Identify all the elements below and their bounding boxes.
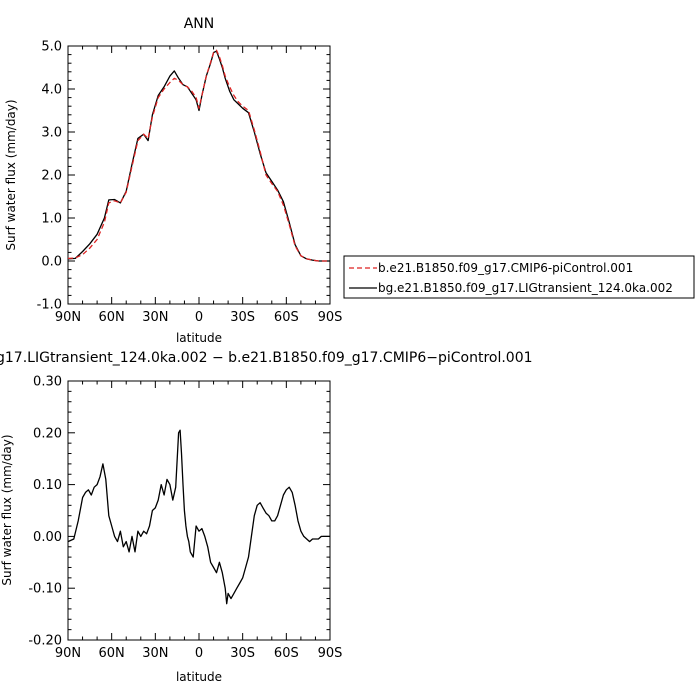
bottom-xtick-label: 0 bbox=[195, 646, 203, 661]
bottom-ytick-label: -0.20 bbox=[28, 634, 62, 649]
top-panel-title: ANN bbox=[184, 16, 215, 32]
legend: b.e21.B1850.f09_g17.CMIP6-piControl.001 … bbox=[343, 255, 695, 299]
top-panel: ANN -1.0 0.0 1.0 2.0 3.0 4.0 5.0 90N 60N 30N 0 30S… bbox=[4, 16, 342, 345]
top-series-line-1 bbox=[67, 49, 330, 262]
top-xtick-label: 90S bbox=[318, 310, 343, 325]
top-plot-frame bbox=[67, 45, 331, 305]
top-series-line-2 bbox=[67, 50, 330, 262]
bottom-panel-ylabel: Surf water flux (mm/day) bbox=[0, 434, 14, 585]
top-panel-xlabel: latitude bbox=[176, 331, 222, 345]
top-xtick-label: 30S bbox=[230, 310, 255, 325]
bottom-panel-title: bg.e21.B1850.f09_g17.LIGtransient_124.0k… bbox=[0, 350, 533, 366]
top-xtick-label: 60N bbox=[99, 310, 125, 325]
bottom-ytick-label: 0.10 bbox=[33, 478, 62, 493]
top-xtick-label: 0 bbox=[195, 310, 203, 325]
bottom-series-line-1 bbox=[67, 429, 330, 605]
top-ytick-label: 0.0 bbox=[41, 255, 62, 270]
bottom-xtick-label: 90N bbox=[55, 646, 81, 661]
legend-label-control: b.e21.B1850.f09_g17.CMIP6-piControl.001 bbox=[378, 261, 633, 275]
bottom-xtick-label: 30S bbox=[230, 646, 255, 661]
bottom-ytick-label: -0.10 bbox=[28, 582, 62, 597]
top-xtick-label: 30N bbox=[142, 310, 168, 325]
bottom-ytick-label: 0.30 bbox=[33, 375, 62, 390]
legend-label-ligtransient: bg.e21.B1850.f09_g17.LIGtransient_124.0k… bbox=[378, 281, 673, 295]
top-xtick-label: 90N bbox=[55, 310, 81, 325]
top-ytick-label: -1.0 bbox=[37, 298, 62, 313]
bottom-xtick-label: 90S bbox=[318, 646, 343, 661]
bottom-panel: bg.e21.B1850.f09_g17.LIGtransient_124.0k… bbox=[0, 350, 533, 684]
legend-box bbox=[343, 255, 695, 299]
top-ytick-label: 3.0 bbox=[41, 126, 62, 141]
bottom-plot-frame bbox=[67, 380, 331, 641]
top-ytick-label: 4.0 bbox=[41, 83, 62, 98]
bottom-xtick-label: 30N bbox=[142, 646, 168, 661]
bottom-ytick-label: 0.00 bbox=[33, 530, 62, 545]
top-ytick-label: 5.0 bbox=[41, 40, 62, 55]
top-ytick-label: 2.0 bbox=[41, 169, 62, 184]
top-xtick-label: 60S bbox=[274, 310, 299, 325]
bottom-ytick-label: 0.20 bbox=[33, 426, 62, 441]
bottom-xtick-label: 60S bbox=[274, 646, 299, 661]
top-ytick-label: 1.0 bbox=[41, 212, 62, 227]
bottom-xtick-label: 60N bbox=[99, 646, 125, 661]
top-panel-ylabel: Surf water flux (mm/day) bbox=[4, 99, 18, 250]
bottom-panel-xlabel: latitude bbox=[176, 670, 222, 684]
